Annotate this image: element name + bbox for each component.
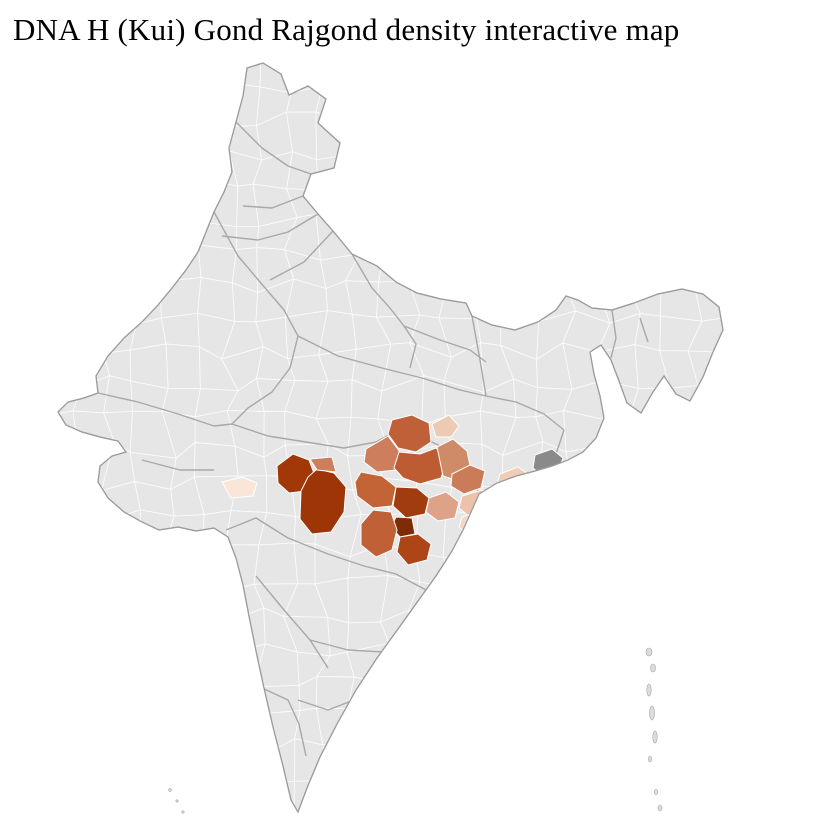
district-region-cg-south[interactable]	[360, 509, 398, 558]
district-region-cg-north[interactable]	[387, 414, 432, 453]
state-boundaries	[97, 121, 649, 757]
district-region-cg-southeast[interactable]	[396, 533, 432, 566]
district-region-west-very-light[interactable]	[221, 476, 258, 499]
district-region-mp-medium-notch[interactable]	[309, 456, 337, 473]
andaman-nicobar-islands[interactable]	[645, 647, 663, 812]
district-region-cg-center-dark[interactable]	[392, 486, 430, 519]
district-region-mp-east-dark[interactable]	[299, 468, 347, 535]
page-title: DNA H (Kui) Gond Rajgond density interac…	[13, 12, 680, 47]
india-country-outline	[57, 62, 724, 814]
district-region-cg-mid[interactable]	[393, 447, 448, 485]
district-region-od-north-light[interactable]	[431, 414, 460, 438]
district-region-od-medium[interactable]	[450, 464, 486, 495]
district-region-cg-east-light[interactable]	[425, 491, 460, 522]
lakshadweep-islands[interactable]	[168, 788, 185, 814]
district-region-cg-west[interactable]	[354, 471, 397, 509]
